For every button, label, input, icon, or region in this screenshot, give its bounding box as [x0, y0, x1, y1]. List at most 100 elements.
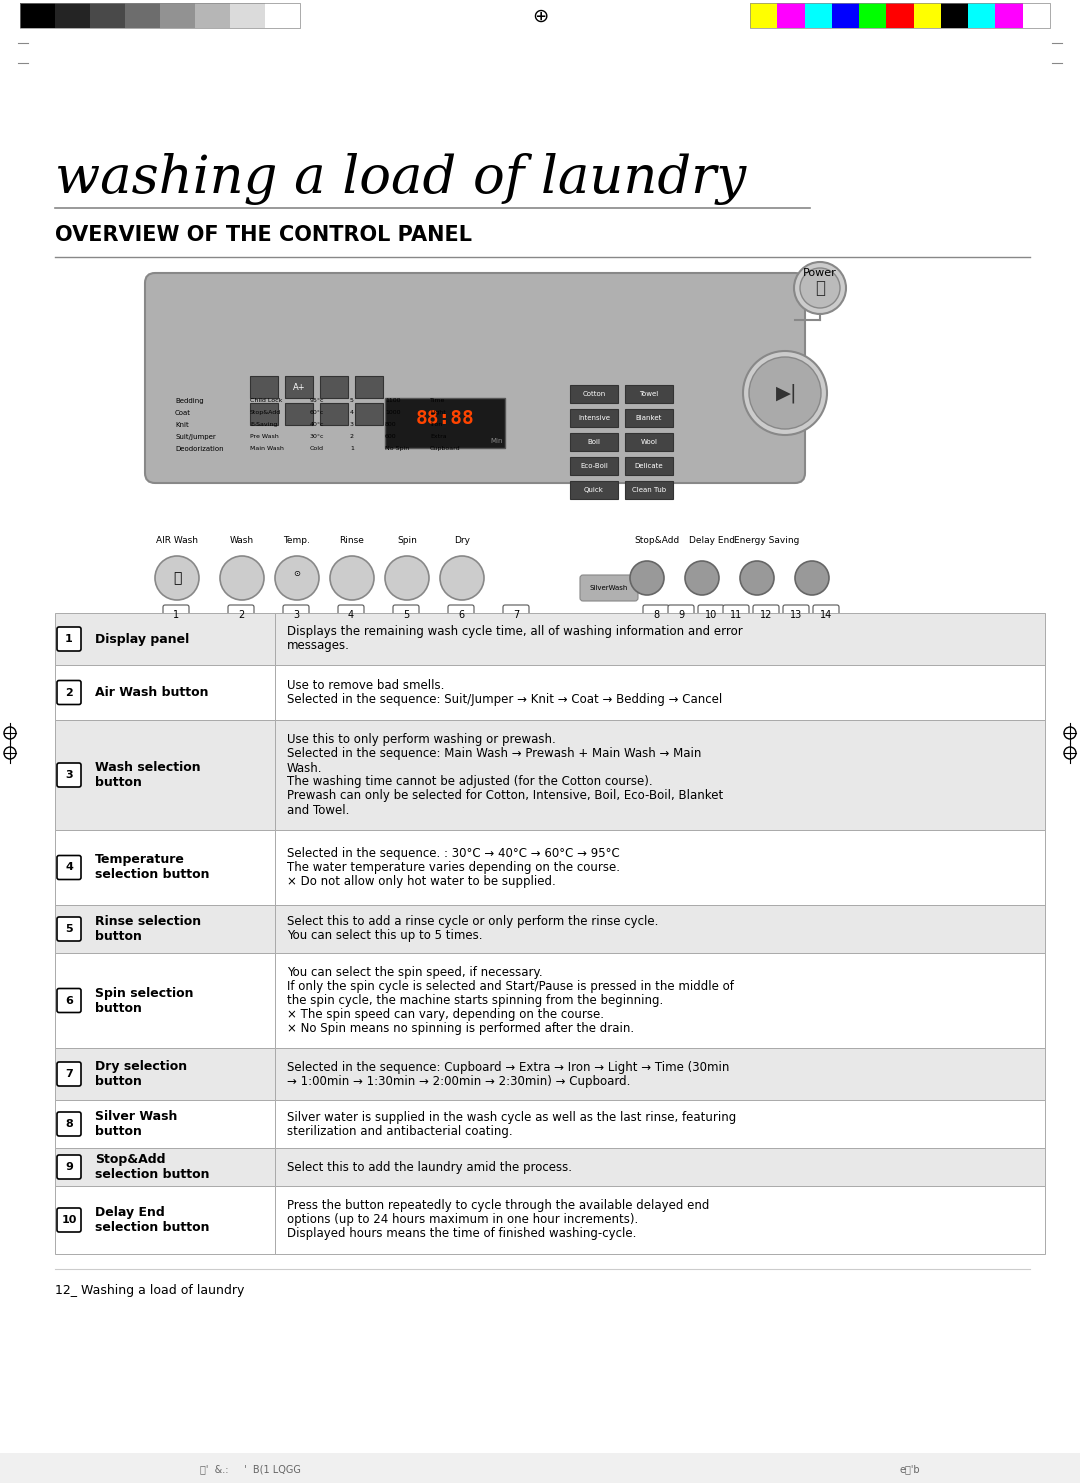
Bar: [55, 1048, 275, 1100]
Text: 95°c: 95°c: [310, 397, 324, 403]
Text: 10: 10: [62, 1215, 77, 1225]
Bar: [750, 3, 1050, 28]
Bar: [750, 3, 778, 28]
Bar: [0, 1453, 1080, 1483]
Bar: [625, 480, 673, 498]
Text: 3: 3: [65, 770, 72, 780]
Circle shape: [750, 357, 821, 429]
FancyBboxPatch shape: [698, 605, 724, 624]
Bar: [968, 3, 996, 28]
Bar: [55, 721, 275, 830]
Bar: [285, 403, 313, 426]
Text: Select this to add the laundry amid the process.: Select this to add the laundry amid the …: [287, 1161, 572, 1173]
Text: Child Lock: Child Lock: [249, 397, 282, 403]
Text: Select this to add a rinse cycle or only perform the rinse cycle.: Select this to add a rinse cycle or only…: [287, 915, 659, 928]
Text: Displays the remaining wash cycle time, all of washing information and error: Displays the remaining wash cycle time, …: [287, 626, 743, 639]
Bar: [778, 3, 805, 28]
Bar: [570, 409, 618, 427]
Text: Towel: Towel: [639, 392, 659, 397]
FancyBboxPatch shape: [669, 605, 694, 624]
FancyBboxPatch shape: [163, 605, 189, 624]
Text: A+: A+: [293, 383, 306, 392]
Circle shape: [384, 556, 429, 601]
Text: If only the spin cycle is selected and Start/Pause is pressed in the middle of: If only the spin cycle is selected and S…: [287, 980, 734, 994]
Text: 4: 4: [348, 610, 354, 620]
FancyBboxPatch shape: [57, 627, 81, 651]
Bar: [55, 1186, 275, 1255]
Text: Spin selection
button: Spin selection button: [95, 986, 193, 1014]
FancyBboxPatch shape: [448, 605, 474, 624]
Bar: [570, 386, 618, 403]
Text: 1: 1: [65, 635, 72, 644]
Text: Boil: Boil: [588, 439, 600, 445]
Text: options (up to 24 hours maximum in one hour increments).: options (up to 24 hours maximum in one h…: [287, 1213, 638, 1226]
FancyBboxPatch shape: [753, 605, 779, 624]
Text: × No Spin means no spinning is performed after the drain.: × No Spin means no spinning is performed…: [287, 1022, 634, 1035]
Text: Coat: Coat: [175, 409, 191, 417]
Text: 1: 1: [350, 446, 354, 451]
Text: Display panel: Display panel: [95, 633, 189, 645]
Text: Wash.: Wash.: [287, 761, 323, 774]
Bar: [249, 377, 278, 397]
Text: 1: 1: [173, 610, 179, 620]
Bar: [55, 954, 275, 1048]
Text: 4: 4: [65, 863, 73, 872]
Text: Selected in the sequence: Cupboard → Extra → Iron → Light → Time (30min: Selected in the sequence: Cupboard → Ext…: [287, 1060, 729, 1074]
Text: Selected in the sequence: Main Wash → Prewash + Main Wash → Main: Selected in the sequence: Main Wash → Pr…: [287, 747, 701, 761]
Text: AIR Wash: AIR Wash: [156, 535, 198, 544]
Bar: [914, 3, 941, 28]
Circle shape: [800, 268, 840, 308]
Text: 5: 5: [350, 397, 354, 403]
Text: 9: 9: [678, 610, 684, 620]
Text: Delay End
selection button: Delay End selection button: [95, 1206, 210, 1234]
Text: 3: 3: [293, 610, 299, 620]
Bar: [625, 409, 673, 427]
Text: Use this to only perform washing or prewash.: Use this to only perform washing or prew…: [287, 734, 556, 746]
Text: Eco-Boil: Eco-Boil: [580, 463, 608, 469]
Text: 4: 4: [350, 409, 354, 415]
Bar: [320, 403, 348, 426]
Text: 60°c: 60°c: [310, 409, 324, 415]
Text: Cupboard: Cupboard: [430, 446, 461, 451]
Text: washing a load of laundry: washing a load of laundry: [55, 153, 746, 205]
Bar: [941, 3, 968, 28]
Text: Iron: Iron: [430, 423, 442, 427]
Text: Temp.: Temp.: [284, 535, 310, 544]
Bar: [275, 905, 1045, 954]
Text: Spin: Spin: [397, 535, 417, 544]
Text: 88:88: 88:88: [416, 408, 474, 427]
Text: 6: 6: [65, 995, 73, 1005]
Bar: [275, 1148, 1045, 1186]
Text: 9: 9: [65, 1163, 73, 1172]
Circle shape: [795, 561, 829, 595]
Bar: [625, 386, 673, 403]
Bar: [275, 664, 1045, 721]
Text: Silver water is supplied in the wash cycle as well as the last rinse, featuring: Silver water is supplied in the wash cyc…: [287, 1111, 737, 1124]
Text: Bedding: Bedding: [175, 397, 204, 403]
Bar: [55, 612, 275, 664]
Text: You can select this up to 5 times.: You can select this up to 5 times.: [287, 930, 483, 943]
Text: Displayed hours means the time of finished washing-cycle.: Displayed hours means the time of finish…: [287, 1228, 636, 1240]
Text: OVERVIEW OF THE CONTROL PANEL: OVERVIEW OF THE CONTROL PANEL: [55, 225, 472, 245]
Circle shape: [275, 556, 319, 601]
Text: 2: 2: [350, 435, 354, 439]
Text: 8: 8: [653, 610, 659, 620]
FancyBboxPatch shape: [57, 989, 81, 1013]
Bar: [570, 433, 618, 451]
Bar: [275, 1100, 1045, 1148]
Text: Pre Wash: Pre Wash: [249, 435, 279, 439]
Bar: [285, 377, 313, 397]
Bar: [275, 1186, 1045, 1255]
Bar: [21, 3, 55, 28]
Bar: [996, 3, 1023, 28]
Bar: [125, 3, 160, 28]
Text: Temperature
selection button: Temperature selection button: [95, 854, 210, 881]
Text: eꞏ'b: eꞏ'b: [900, 1464, 920, 1474]
Text: Extra: Extra: [430, 435, 447, 439]
FancyBboxPatch shape: [57, 1155, 81, 1179]
Text: 6: 6: [458, 610, 464, 620]
Text: ▶|: ▶|: [777, 383, 798, 403]
FancyBboxPatch shape: [228, 605, 254, 624]
FancyBboxPatch shape: [580, 575, 638, 601]
FancyBboxPatch shape: [57, 916, 81, 942]
